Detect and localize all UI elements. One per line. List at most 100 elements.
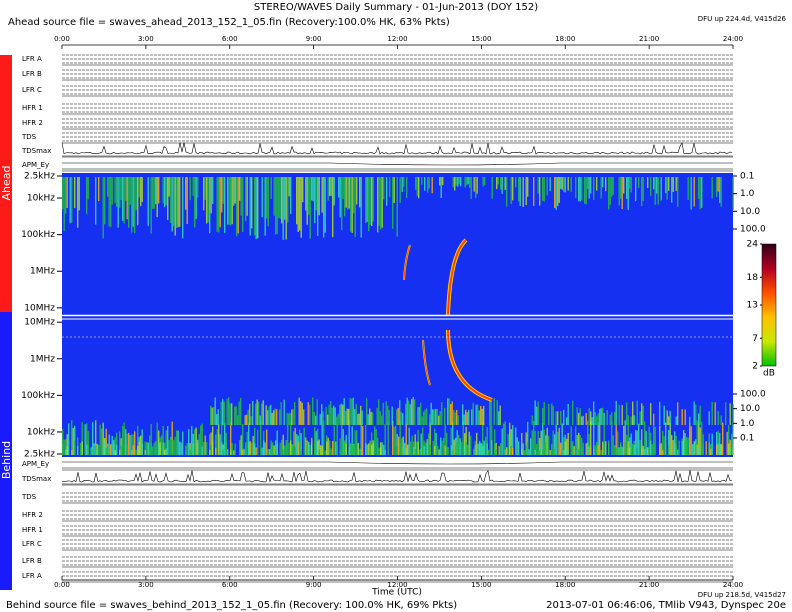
spectrogram-texture [632, 401, 634, 425]
spectrogram-texture [665, 177, 667, 194]
spectrogram-texture [587, 177, 589, 190]
spectrogram-texture [495, 442, 497, 455]
spectrogram-texture [240, 449, 242, 455]
spectrogram-texture [348, 408, 350, 425]
spectrogram-texture [170, 177, 172, 223]
spectrogram-texture [570, 426, 572, 455]
spectrogram-texture [353, 177, 355, 214]
spectrogram-texture [684, 440, 686, 455]
spectrogram-texture [71, 450, 73, 455]
spectrogram-texture [450, 404, 452, 425]
spectrogram-texture [126, 444, 128, 455]
spectrogram-texture [636, 447, 638, 455]
spectrogram-texture [596, 447, 598, 455]
spectrogram-texture [360, 177, 362, 238]
spectrogram-texture [435, 433, 437, 455]
spectrogram-texture [654, 427, 656, 455]
spectrogram-texture [63, 177, 65, 231]
spectrogram-texture [464, 446, 466, 455]
spectrogram-texture [171, 421, 173, 455]
panel-label: TDSmax [21, 147, 51, 155]
spectrogram-texture [435, 409, 437, 425]
spectrogram-texture [531, 430, 533, 455]
spectrogram-texture [268, 406, 270, 425]
spectrogram-texture [329, 177, 331, 197]
spectrogram-texture [429, 444, 431, 455]
spectrogram-texture [629, 437, 631, 455]
spectrogram-texture [615, 400, 617, 425]
spectrogram-texture [720, 177, 722, 207]
burst [422, 339, 431, 386]
spectrogram-texture [485, 436, 487, 455]
spectrogram-texture [342, 429, 344, 455]
spectrogram-texture [462, 446, 464, 455]
spectrogram-texture [284, 177, 286, 220]
spectrogram-texture [675, 177, 677, 191]
spectrogram-texture [84, 424, 86, 455]
spectrogram-texture [131, 450, 133, 455]
panel-label: LFR C [22, 86, 42, 94]
spectrogram-texture [422, 444, 424, 455]
spectrogram-texture [618, 447, 620, 455]
spectrogram-texture [466, 412, 468, 425]
spectrogram-texture [287, 177, 289, 223]
spectrogram-texture [297, 442, 299, 455]
spectrogram-texture [230, 177, 232, 226]
spectrogram-texture [340, 403, 342, 425]
spectrogram-texture [96, 450, 98, 455]
spectrogram-texture [273, 410, 275, 425]
spectrogram-texture [98, 177, 100, 201]
spectrogram-texture [405, 448, 407, 455]
spectrogram-texture [650, 440, 652, 455]
spectrogram-texture [62, 177, 64, 210]
spectrogram-texture [332, 441, 334, 455]
spectrogram-texture [522, 443, 524, 455]
spectrogram-texture [563, 409, 565, 425]
spectrogram-texture [227, 449, 229, 455]
spectrogram-texture [602, 407, 604, 425]
spectrogram-texture [311, 440, 313, 455]
spectrogram-texture [612, 435, 614, 455]
spectrogram-texture [605, 177, 607, 192]
spectrogram-texture [705, 441, 707, 455]
spectrogram-texture [274, 408, 276, 425]
spectrogram-texture [231, 177, 233, 225]
spectrogram-texture [696, 444, 698, 455]
spectrogram-texture [138, 177, 140, 198]
spectrogram-texture [443, 438, 445, 455]
spectrogram-texture [194, 429, 196, 455]
spectrogram-texture [380, 448, 382, 455]
spectrogram-texture [396, 409, 398, 425]
spectrogram-texture [336, 416, 338, 425]
spectrogram-texture [371, 177, 373, 227]
spectrogram-texture [137, 177, 139, 226]
spectrogram-texture [453, 409, 455, 425]
spectrogram-texture [173, 177, 175, 227]
spectrogram-texture [132, 445, 134, 455]
spectrogram-texture [671, 435, 673, 455]
spectrogram-texture [300, 450, 302, 455]
spectrogram-texture [602, 441, 604, 455]
spectrogram-texture [314, 442, 316, 455]
spectrogram-texture [400, 411, 402, 425]
panel-label: TDSmax [21, 475, 51, 483]
spectrogram-texture [567, 177, 569, 191]
spectrogram-texture [552, 405, 554, 425]
spectrogram-behind [62, 316, 733, 457]
spectrogram-texture [209, 449, 211, 455]
spectrogram-texture [728, 425, 730, 455]
spectrogram-texture [377, 177, 379, 233]
spectrogram-texture [413, 447, 415, 455]
spectrogram-texture [243, 448, 245, 455]
spectrogram-texture [453, 439, 455, 455]
spectrogram-texture [210, 405, 212, 425]
spectrogram-texture [155, 447, 157, 455]
spectrogram-texture [698, 447, 700, 455]
spectrogram-texture [500, 177, 502, 190]
spectrogram-texture [206, 442, 208, 455]
spectrogram-texture [561, 423, 563, 455]
spectrogram-texture [578, 177, 580, 202]
spectrogram-texture [636, 400, 638, 425]
spectrogram-texture [306, 442, 308, 455]
spectrogram-texture [323, 177, 325, 238]
